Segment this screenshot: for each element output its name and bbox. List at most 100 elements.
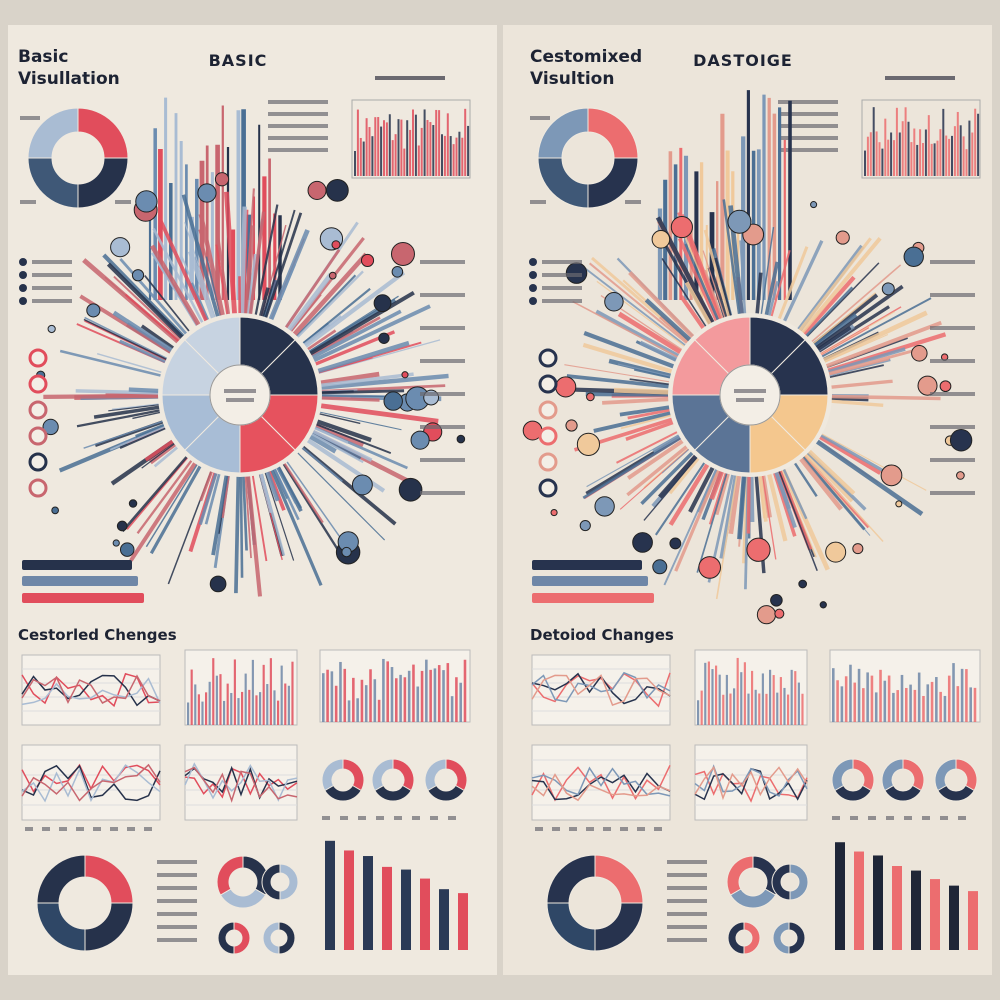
decor-node	[565, 419, 578, 432]
illegible-text	[157, 873, 197, 877]
decor-ray	[807, 292, 877, 349]
decor-node	[632, 532, 653, 553]
decor-bar	[385, 122, 388, 176]
decor-ray	[768, 249, 791, 323]
decor-node	[47, 324, 56, 334]
decor-bar	[280, 665, 283, 725]
decor-bar	[965, 669, 968, 722]
decor-node	[112, 539, 120, 547]
decor-ray	[108, 403, 166, 412]
decor-ray	[800, 286, 854, 342]
illegible-text	[654, 827, 662, 831]
decor-bar	[223, 700, 226, 725]
decor-ray	[310, 417, 372, 443]
decor-bar	[892, 692, 895, 722]
decor-bar	[905, 687, 908, 722]
decor-bar	[936, 140, 939, 176]
mini-chart-frame	[21, 744, 161, 821]
illegible-text	[736, 398, 764, 402]
decor-node	[398, 477, 423, 502]
decor-node	[28, 452, 48, 472]
legend-dot	[19, 284, 27, 292]
illegible-text	[157, 938, 197, 942]
decor-ray	[262, 212, 303, 325]
decor-bar	[939, 691, 942, 722]
decor-ray	[759, 226, 775, 321]
decor-ray	[279, 457, 348, 564]
decor-ray	[790, 456, 818, 497]
decor-ray	[187, 250, 218, 325]
decor-node	[197, 183, 217, 203]
decor-ray	[239, 206, 247, 321]
decor-bar	[437, 665, 441, 722]
decor-node	[110, 237, 131, 258]
decor-ray	[593, 409, 678, 433]
illegible-text	[420, 326, 465, 330]
decor-bar	[968, 891, 978, 950]
decor-bar	[449, 136, 452, 176]
section-title: Detoiod Changes	[530, 626, 674, 644]
illegible-text	[552, 827, 560, 831]
illegible-text	[420, 458, 465, 462]
decor-ray	[243, 188, 255, 321]
illegible-text	[930, 425, 975, 429]
decor-bar	[416, 686, 420, 722]
illegible-text	[375, 76, 445, 80]
illegible-text	[157, 886, 197, 890]
decor-node	[880, 464, 903, 487]
decor-bar	[212, 658, 215, 725]
illegible-text	[922, 816, 930, 820]
mini-line	[694, 765, 808, 801]
decor-ray	[305, 427, 362, 461]
illegible-text	[542, 299, 582, 303]
decor-ray	[281, 248, 341, 334]
decor-bar	[365, 118, 368, 176]
decor-ray	[582, 342, 679, 376]
decor-ray	[772, 465, 797, 529]
illegible-text	[778, 148, 838, 152]
illegible-text	[542, 273, 582, 277]
decor-bar	[284, 683, 287, 725]
illegible-text	[778, 112, 838, 116]
decor-ray	[152, 228, 207, 330]
decor-ray	[215, 244, 230, 322]
decor-ray	[247, 211, 266, 321]
illegible-text	[76, 827, 84, 831]
decor-bar	[960, 668, 964, 722]
decor-ray	[801, 262, 880, 342]
donut-segment	[831, 758, 854, 792]
decor-ray	[266, 229, 310, 327]
decor-ray	[312, 411, 361, 425]
decor-ray	[619, 404, 677, 417]
illegible-text	[778, 100, 838, 104]
illegible-text	[268, 124, 328, 128]
decor-node	[825, 541, 847, 563]
decor-bar	[334, 685, 338, 722]
decor-node	[28, 374, 48, 394]
illegible-text	[420, 260, 465, 264]
decor-ray	[797, 451, 866, 531]
decor-node	[669, 537, 682, 550]
decor-bar	[836, 680, 839, 722]
decor-bar	[363, 856, 373, 950]
decor-ray	[307, 304, 431, 365]
decor-bar	[230, 692, 233, 725]
decor-bar	[783, 687, 786, 725]
decor-bar	[248, 689, 251, 725]
illegible-text	[394, 816, 402, 820]
decor-bar	[452, 144, 455, 176]
decor-bar	[754, 689, 757, 725]
illegible-text	[886, 816, 894, 820]
decor-bar	[956, 686, 960, 722]
decor-bar	[532, 593, 654, 603]
legend-dot	[529, 284, 537, 292]
decor-ray	[616, 428, 684, 464]
decor-node	[652, 559, 668, 575]
decor-ray	[145, 458, 202, 548]
decor-bar	[797, 682, 800, 725]
decor-node	[456, 434, 466, 444]
decor-bar	[395, 678, 398, 722]
decor-bar	[266, 684, 269, 725]
decor-bar	[872, 107, 875, 176]
decor-bar	[467, 125, 470, 176]
